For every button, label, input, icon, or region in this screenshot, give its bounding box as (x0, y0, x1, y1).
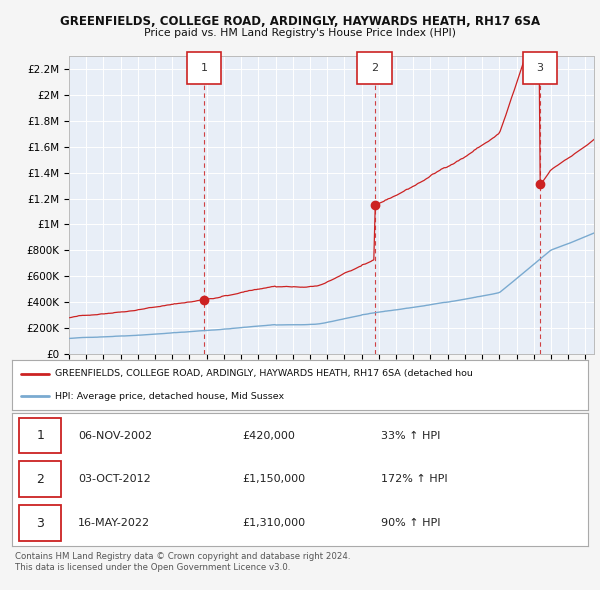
Text: Contains HM Land Registry data © Crown copyright and database right 2024.: Contains HM Land Registry data © Crown c… (15, 552, 350, 560)
Text: 33% ↑ HPI: 33% ↑ HPI (380, 431, 440, 441)
FancyBboxPatch shape (19, 461, 61, 497)
Text: This data is licensed under the Open Government Licence v3.0.: This data is licensed under the Open Gov… (15, 563, 290, 572)
FancyBboxPatch shape (358, 51, 392, 84)
Text: 3: 3 (36, 517, 44, 530)
Text: 16-MAY-2022: 16-MAY-2022 (78, 518, 151, 528)
Text: 3: 3 (536, 63, 544, 73)
FancyBboxPatch shape (523, 51, 557, 84)
Text: 2: 2 (371, 63, 378, 73)
Text: 90% ↑ HPI: 90% ↑ HPI (380, 518, 440, 528)
Text: £420,000: £420,000 (242, 431, 295, 441)
Text: 172% ↑ HPI: 172% ↑ HPI (380, 474, 447, 484)
Text: £1,150,000: £1,150,000 (242, 474, 305, 484)
Text: HPI: Average price, detached house, Mid Sussex: HPI: Average price, detached house, Mid … (55, 392, 284, 401)
Text: 06-NOV-2002: 06-NOV-2002 (78, 431, 152, 441)
Text: 1: 1 (36, 429, 44, 442)
Text: Price paid vs. HM Land Registry's House Price Index (HPI): Price paid vs. HM Land Registry's House … (144, 28, 456, 38)
Text: GREENFIELDS, COLLEGE ROAD, ARDINGLY, HAYWARDS HEATH, RH17 6SA: GREENFIELDS, COLLEGE ROAD, ARDINGLY, HAY… (60, 15, 540, 28)
Text: 03-OCT-2012: 03-OCT-2012 (78, 474, 151, 484)
Text: £1,310,000: £1,310,000 (242, 518, 305, 528)
Text: GREENFIELDS, COLLEGE ROAD, ARDINGLY, HAYWARDS HEATH, RH17 6SA (detached hou: GREENFIELDS, COLLEGE ROAD, ARDINGLY, HAY… (55, 369, 473, 378)
FancyBboxPatch shape (19, 418, 61, 454)
FancyBboxPatch shape (187, 51, 221, 84)
Text: 2: 2 (36, 473, 44, 486)
FancyBboxPatch shape (19, 505, 61, 541)
Text: 1: 1 (200, 63, 208, 73)
